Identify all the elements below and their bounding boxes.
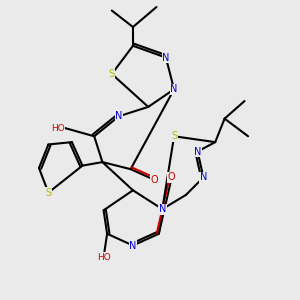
Text: N: N [194, 146, 201, 157]
Text: HO: HO [97, 253, 110, 262]
Text: N: N [129, 241, 137, 250]
Text: O: O [150, 175, 158, 185]
Text: N: N [170, 84, 178, 94]
Text: N: N [162, 52, 169, 62]
Text: S: S [45, 188, 51, 198]
Text: N: N [200, 172, 207, 182]
Text: N: N [159, 204, 166, 214]
Text: O: O [168, 172, 176, 182]
Text: S: S [109, 69, 115, 79]
Text: HO: HO [51, 124, 65, 133]
Text: N: N [115, 111, 123, 121]
Text: S: S [171, 131, 177, 141]
